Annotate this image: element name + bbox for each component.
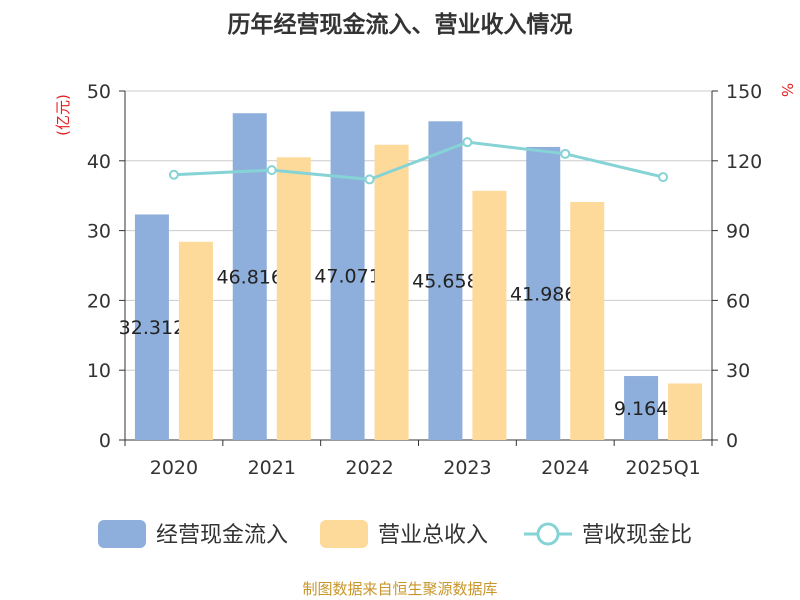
legend-swatch-bar xyxy=(320,520,368,548)
x-tick-label: 2021 xyxy=(248,457,296,479)
ratio-point xyxy=(560,148,571,159)
bar-revenue xyxy=(276,157,311,440)
left-tick-label: 50 xyxy=(87,81,111,103)
right-tick-label: 120 xyxy=(726,151,762,173)
right-axis-unit: % xyxy=(778,83,796,97)
x-tick-label: 2022 xyxy=(345,457,393,479)
bar-data-label: 41.986 xyxy=(510,283,576,305)
right-tick-label: 0 xyxy=(726,430,738,452)
x-tick-label: 2020 xyxy=(150,457,198,479)
bar-revenue xyxy=(374,144,409,440)
left-tick-label: 0 xyxy=(99,430,111,452)
ratio-point xyxy=(364,174,375,185)
x-tick-label: 2024 xyxy=(541,457,589,479)
left-tick-label: 40 xyxy=(87,151,111,173)
bar-cash-inflow xyxy=(526,146,561,440)
left-tick-label: 20 xyxy=(87,290,111,312)
ratio-point xyxy=(168,169,179,180)
right-tick-label: 30 xyxy=(726,360,750,382)
bar-revenue xyxy=(178,241,213,440)
bar-data-label: 45.658 xyxy=(412,271,478,293)
x-tick-label: 2023 xyxy=(443,457,491,479)
bar-cash-inflow xyxy=(232,113,267,441)
right-tick-label: 60 xyxy=(726,290,750,312)
left-axis-unit: (亿元) xyxy=(54,94,72,136)
ratio-point xyxy=(266,165,277,176)
ratio-point xyxy=(658,172,669,183)
left-tick-label: 10 xyxy=(87,360,111,382)
bar-revenue xyxy=(570,201,605,440)
bar-revenue xyxy=(472,190,507,440)
ratio-point xyxy=(462,137,473,148)
bar-cash-inflow xyxy=(428,121,463,440)
bar-revenue xyxy=(668,383,703,440)
ratio-line xyxy=(173,140,664,181)
bar-data-label: 47.071 xyxy=(314,266,380,288)
legend-label: 营收现金比 xyxy=(582,523,692,548)
bar-data-label: 32.312 xyxy=(119,317,185,339)
bar-data-label: 46.816 xyxy=(217,267,283,289)
right-tick-label: 150 xyxy=(726,81,762,103)
bar-data-label: 9.164 xyxy=(614,398,668,420)
bar-cash-inflow xyxy=(624,376,659,440)
legend-swatch-marker xyxy=(536,522,560,546)
source-note: 制图数据来自恒生聚源数据库 xyxy=(302,580,497,598)
chart-title: 历年经营现金流入、营业收入情况 xyxy=(228,11,573,38)
legend-label: 营业总收入 xyxy=(378,523,488,548)
right-tick-label: 90 xyxy=(726,221,750,243)
legend-swatch-bar xyxy=(98,520,146,548)
left-tick-label: 30 xyxy=(87,221,111,243)
bar-cash-inflow xyxy=(134,214,169,440)
legend-label: 经营现金流入 xyxy=(156,523,288,548)
x-tick-label: 2025Q1 xyxy=(625,457,700,479)
bar-cash-inflow xyxy=(330,111,365,440)
